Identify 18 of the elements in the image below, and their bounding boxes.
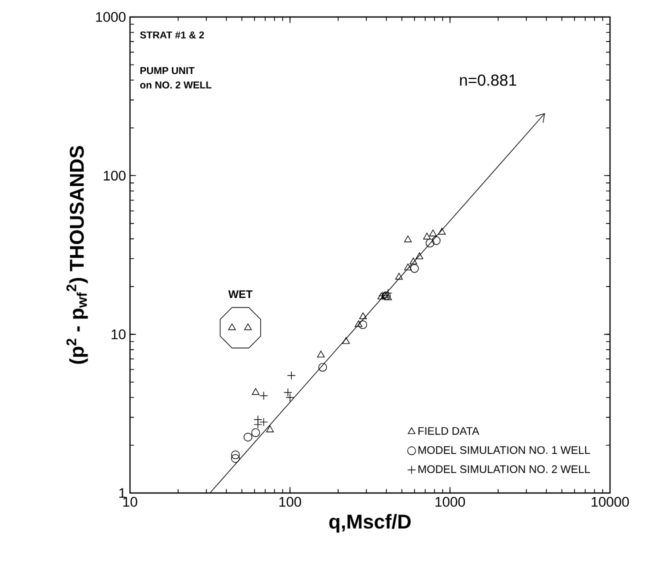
x-tick-label: 1000 <box>436 496 465 507</box>
annotation: STRAT #1 & 2 <box>140 31 204 39</box>
y-tick-label: 10 <box>112 329 126 340</box>
legend-label: MODEL SIMULATION NO. 2 WELL <box>418 465 590 474</box>
x-tick-label: 10000 <box>592 496 629 507</box>
annotation: n=0.881 <box>460 74 516 86</box>
x-axis-title: q,Mscf/D <box>329 514 411 533</box>
x-tick-label: 10 <box>123 496 138 507</box>
annotation: on NO. 2 WELL <box>140 81 212 89</box>
annotation: PUMP UNIT <box>140 67 194 74</box>
legend-label: FIELD DATA <box>418 427 480 435</box>
y-tick-label: 1000 <box>96 12 126 22</box>
annotation: WET <box>228 290 252 298</box>
y-tick-label: 1 <box>119 488 126 498</box>
y-axis-title: (p$^{2}$ - p$_{wf}$$^{2}$) THOUSANDS <box>66 146 88 364</box>
x-tick-label: 100 <box>279 496 302 507</box>
legend-label: MODEL SIMULATION NO. 1 WELL <box>418 446 590 454</box>
y-tick-label: 100 <box>104 170 126 181</box>
